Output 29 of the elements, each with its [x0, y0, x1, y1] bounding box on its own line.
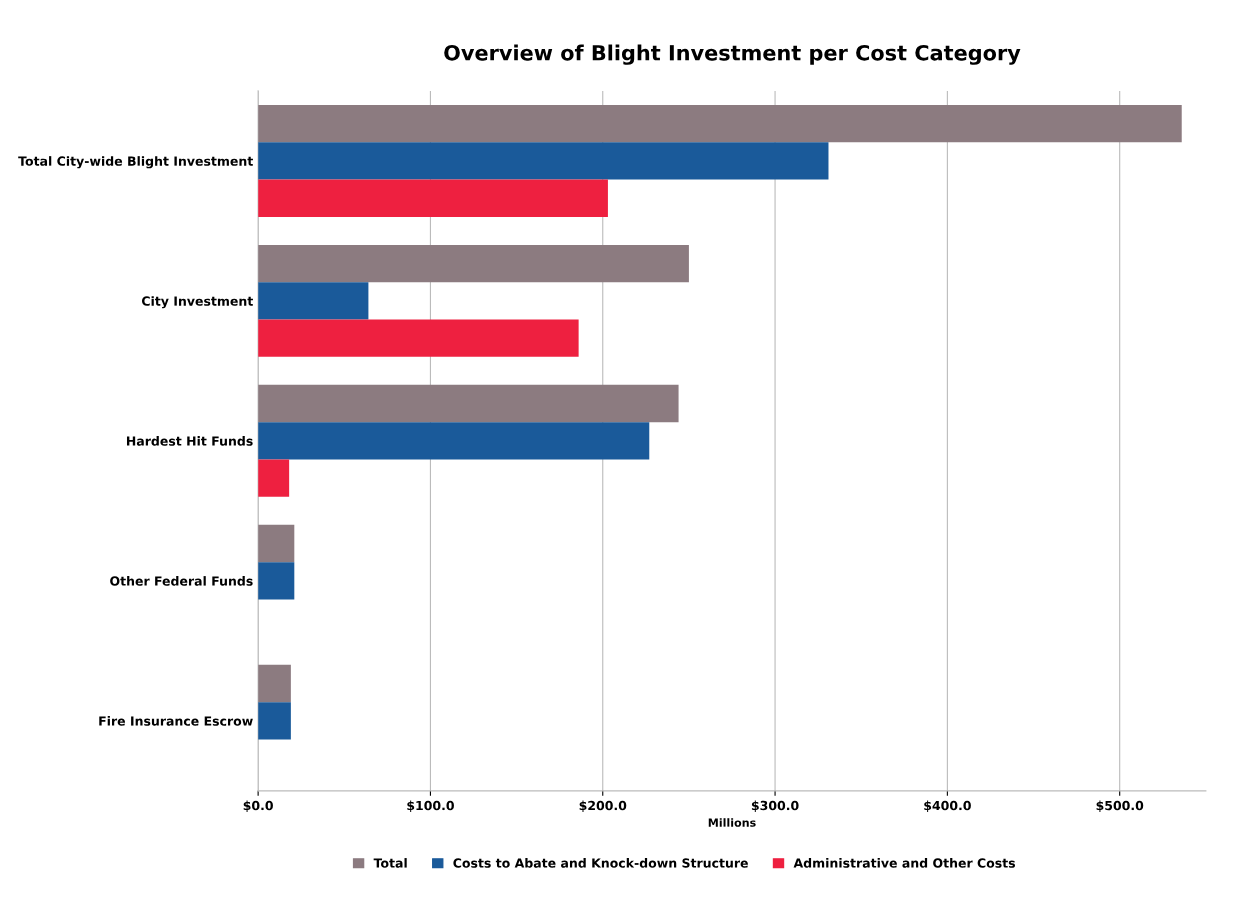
- bar: [258, 459, 290, 497]
- y-tick-label: City Investment: [141, 296, 253, 309]
- legend-label: Administrative and Other Costs: [793, 858, 1016, 868]
- legend-label: Costs to Abate and Knock-down Structure: [453, 858, 748, 868]
- bar: [258, 524, 295, 563]
- bar: [258, 104, 1182, 143]
- bar: [258, 244, 689, 283]
- chart-title: Overview of Blight Investment per Cost Category: [444, 44, 1021, 65]
- x-tick-label: $0.0: [243, 800, 273, 812]
- bar: [258, 179, 608, 217]
- legend-label: Total: [373, 858, 407, 868]
- bar: [258, 702, 291, 740]
- bar: [258, 319, 579, 357]
- x-tick-label: $500.0: [1096, 800, 1144, 812]
- bar: [258, 282, 369, 320]
- bar: [258, 384, 679, 423]
- x-tick-label: $100.0: [407, 800, 454, 812]
- y-tick-label: Total City-wide Blight Investment: [18, 156, 253, 169]
- y-tick-label: Other Federal Funds: [110, 576, 253, 586]
- x-tick-label: $400.0: [924, 800, 971, 812]
- x-axis-title: Millions: [708, 818, 756, 827]
- bar: [258, 664, 291, 703]
- y-tick-label: Hardest Hit Funds: [126, 436, 253, 446]
- x-tick-label: $200.0: [579, 800, 627, 812]
- x-tick-label: $300.0: [751, 800, 799, 812]
- bar: [258, 142, 829, 180]
- bar: [258, 422, 650, 460]
- y-tick-label: Fire Insurance Escrow: [99, 716, 253, 726]
- bar: [258, 562, 295, 600]
